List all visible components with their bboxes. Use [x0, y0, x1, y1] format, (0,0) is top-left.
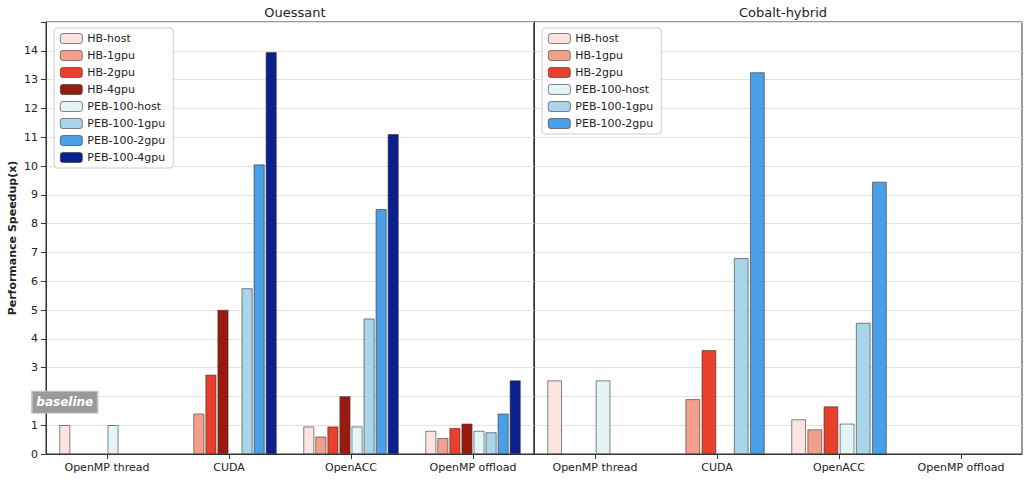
svg-text:6: 6 [31, 275, 38, 288]
svg-text:3: 3 [31, 361, 38, 374]
svg-text:8: 8 [31, 217, 38, 230]
svg-text:CUDA: CUDA [213, 461, 245, 474]
svg-text:5: 5 [31, 304, 38, 317]
svg-text:HB-2gpu: HB-2gpu [575, 66, 623, 79]
svg-text:HB-1gpu: HB-1gpu [87, 49, 135, 62]
svg-text:baseline: baseline [36, 395, 93, 409]
svg-text:OpenMP offload: OpenMP offload [430, 461, 517, 474]
svg-text:7: 7 [31, 246, 38, 259]
svg-text:0: 0 [31, 448, 38, 461]
svg-text:Performance Speedup(x): Performance Speedup(x) [6, 161, 19, 316]
svg-text:PEB-100-host: PEB-100-host [575, 83, 649, 96]
svg-text:PEB-100-2gpu: PEB-100-2gpu [575, 117, 653, 130]
svg-text:HB-1gpu: HB-1gpu [575, 49, 623, 62]
svg-text:HB-4gpu: HB-4gpu [87, 83, 135, 96]
svg-text:OpenACC: OpenACC [325, 461, 377, 474]
svg-text:13: 13 [24, 73, 38, 86]
svg-text:OpenMP thread: OpenMP thread [64, 461, 149, 474]
svg-text:1: 1 [31, 419, 38, 432]
svg-text:11: 11 [24, 131, 38, 144]
svg-text:PEB-100-host: PEB-100-host [87, 100, 161, 113]
svg-text:PEB-100-1gpu: PEB-100-1gpu [575, 100, 653, 113]
svg-text:10: 10 [24, 160, 38, 173]
svg-text:PEB-100-1gpu: PEB-100-1gpu [87, 117, 165, 130]
svg-text:9: 9 [31, 188, 38, 201]
svg-text:4: 4 [31, 332, 38, 345]
svg-text:OpenACC: OpenACC [813, 461, 865, 474]
svg-text:PEB-100-2gpu: PEB-100-2gpu [87, 134, 165, 147]
svg-text:OpenMP thread: OpenMP thread [552, 461, 637, 474]
svg-text:PEB-100-4gpu: PEB-100-4gpu [87, 151, 165, 164]
svg-text:Cobalt-hybrid: Cobalt-hybrid [739, 5, 827, 20]
svg-text:HB-2gpu: HB-2gpu [87, 66, 135, 79]
svg-text:CUDA: CUDA [701, 461, 733, 474]
svg-text:HB-host: HB-host [575, 32, 619, 45]
svg-text:OpenMP offload: OpenMP offload [918, 461, 1005, 474]
svg-text:14: 14 [24, 44, 38, 57]
svg-text:Ouessant: Ouessant [264, 5, 325, 20]
svg-text:12: 12 [24, 102, 38, 115]
svg-text:HB-host: HB-host [87, 32, 131, 45]
